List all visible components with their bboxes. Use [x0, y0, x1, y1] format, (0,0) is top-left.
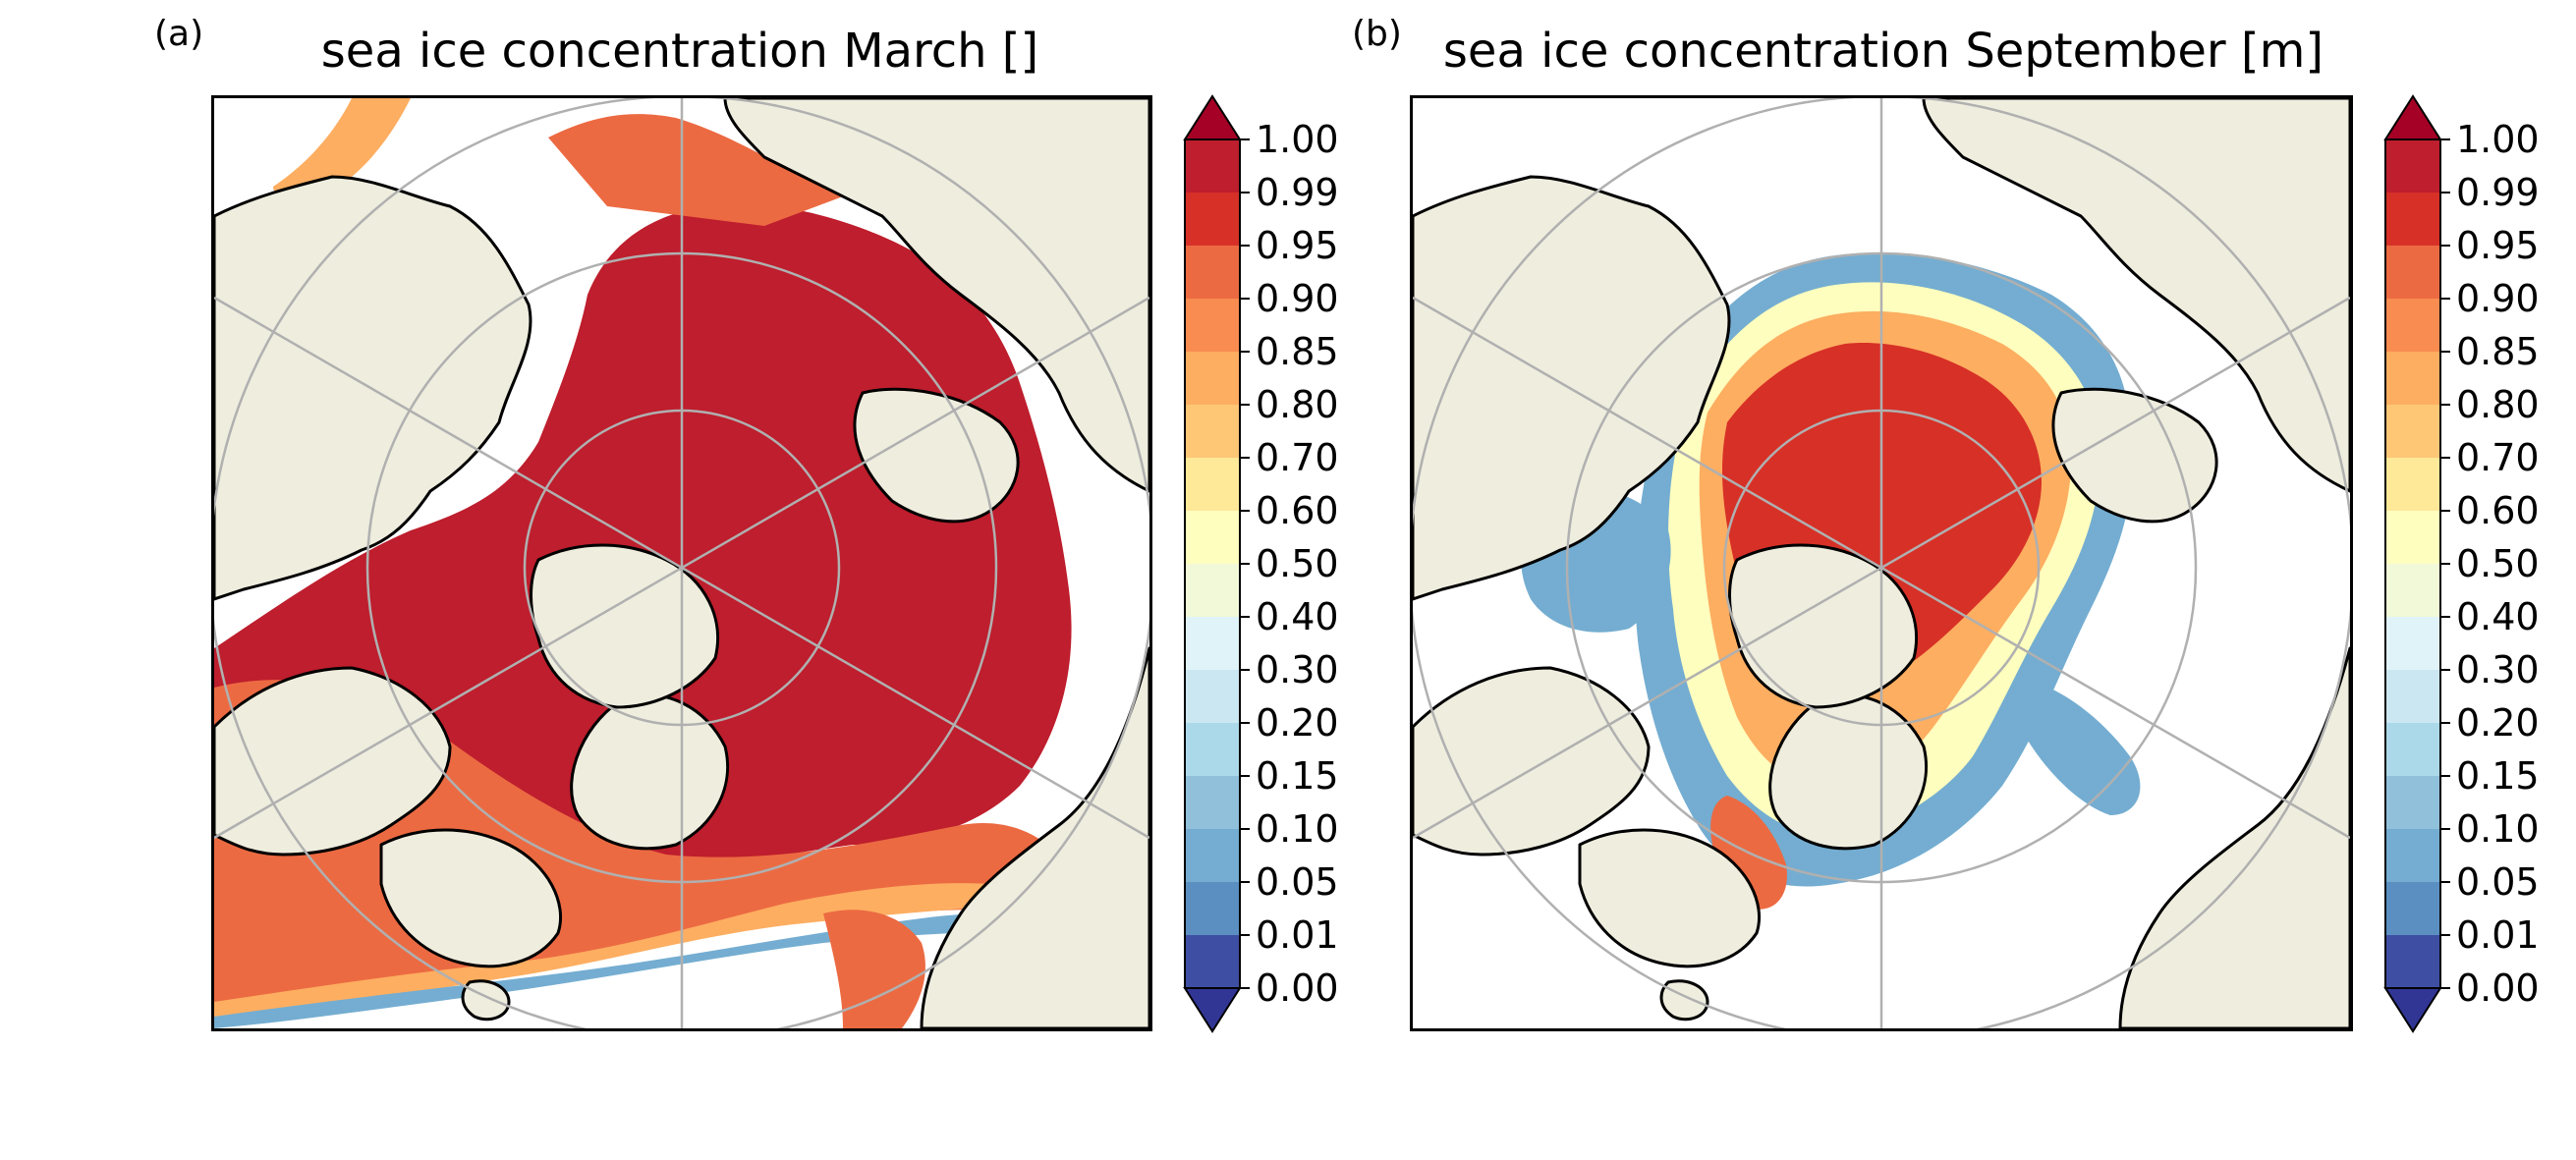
panel-b-gridlines — [1413, 98, 2350, 1028]
colorbar-tick-label: 0.15 — [1256, 754, 1339, 798]
colorbar-tick-label: 0.85 — [2456, 330, 2540, 373]
colorbar-tick-label: 0.70 — [2456, 436, 2540, 479]
colorbar-tick-label: 0.40 — [1256, 595, 1339, 638]
panel-b-letter: (b) — [1352, 14, 1402, 54]
colorbar-tick-label: 0.60 — [2456, 489, 2540, 532]
colorbar-tick-label: 0.99 — [1256, 171, 1339, 214]
colorbar-tick-label: 0.90 — [1256, 277, 1339, 320]
colorbar-tick-label: 0.20 — [2456, 701, 2540, 745]
colorbar-tick-label: 0.20 — [1256, 701, 1339, 745]
colorbar-tick-label: 0.05 — [1256, 860, 1339, 904]
panel-a-map[interactable] — [211, 95, 1152, 1031]
colorbar-tick-label: 0.90 — [2456, 277, 2540, 320]
colorbar-tick-label: 0.00 — [1256, 967, 1339, 1010]
colorbar-tick-label: 0.50 — [1256, 542, 1339, 585]
panel-b-title: sea ice concentration September [m] — [1442, 24, 2324, 79]
panel-b-colorbar-bands — [2385, 139, 2440, 988]
panel-b-map[interactable] — [1410, 95, 2353, 1031]
colorbar-tick-label: 0.99 — [2456, 171, 2540, 214]
colorbar-tick-label: 0.01 — [2456, 913, 2540, 957]
colorbar-tick-label: 1.00 — [2456, 118, 2540, 161]
panel-a-colorbar: 1.00 0.99 0.95 0.90 0.85 0.80 0.70 0.60 … — [1177, 92, 1344, 1035]
colorbar-tick-label: 0.00 — [2456, 967, 2540, 1010]
colorbar-tick-label: 0.30 — [1256, 648, 1339, 691]
colorbar-tick-label: 0.80 — [2456, 383, 2540, 426]
colorbar-tick-label: 0.10 — [1256, 807, 1339, 851]
colorbar-tick-label: 0.95 — [1256, 224, 1339, 267]
colorbar-tick-label: 0.70 — [1256, 436, 1339, 479]
colorbar-tick-label: 0.95 — [2456, 224, 2540, 267]
colorbar-tick-label: 0.40 — [2456, 595, 2540, 638]
colorbar-tick-label: 0.30 — [2456, 648, 2540, 691]
colorbar-tick-label: 0.15 — [2456, 754, 2540, 798]
colorbar-tick-label: 0.05 — [2456, 860, 2540, 904]
panel-a-title: sea ice concentration March [] — [320, 24, 1039, 79]
colorbar-tick-label: 0.01 — [1256, 913, 1339, 957]
colorbar-tick-label: 0.10 — [2456, 807, 2540, 851]
panel-a-colorbar-bands — [1185, 139, 1240, 988]
colorbar-tick-label: 0.50 — [2456, 542, 2540, 585]
colorbar-tick-label: 1.00 — [1256, 118, 1339, 161]
panel-a-letter: (a) — [154, 14, 204, 54]
panel-b-colorbar: 1.00 0.99 0.95 0.90 0.85 0.80 0.70 0.60 … — [2378, 92, 2545, 1035]
panel-a-gridlines — [214, 98, 1149, 1028]
colorbar-tick-label: 0.85 — [1256, 330, 1339, 373]
colorbar-tick-label: 0.60 — [1256, 489, 1339, 532]
colorbar-tick-label: 0.80 — [1256, 383, 1339, 426]
